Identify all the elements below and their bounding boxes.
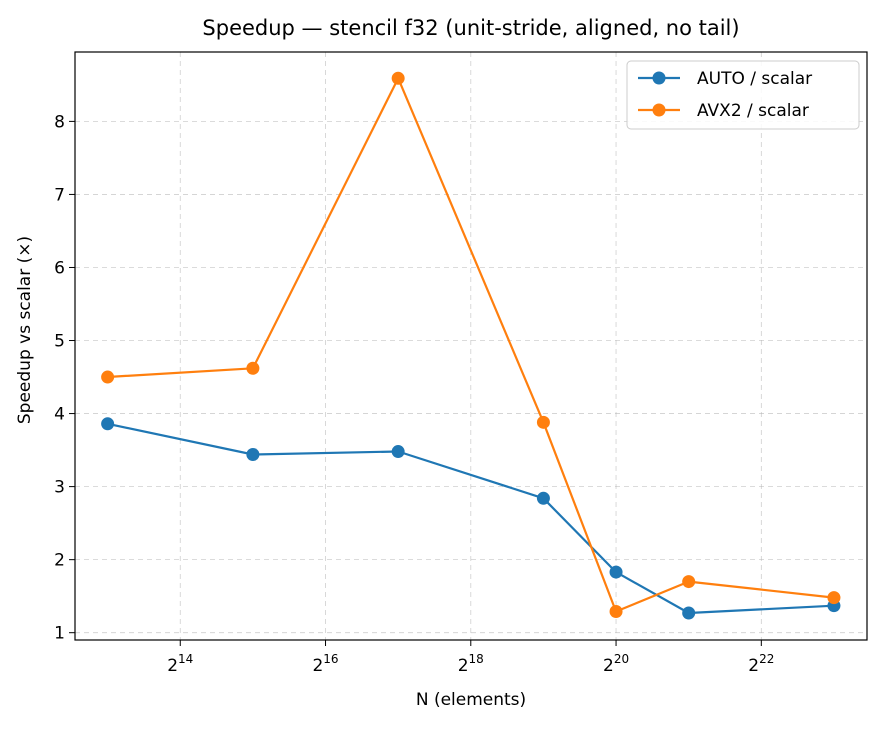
legend: AUTO / scalar AVX2 / scalar (626, 60, 860, 130)
chart-title: Speedup — stencil f32 (unit-stride, alig… (202, 16, 739, 40)
data-point (246, 447, 260, 461)
x-tick-label: 214 (167, 652, 193, 676)
data-point (391, 445, 405, 459)
data-point (827, 591, 841, 605)
legend-marker (652, 71, 666, 85)
data-point (246, 361, 260, 375)
data-point (101, 417, 115, 431)
series-layer (101, 71, 841, 620)
y-tick-label: 3 (54, 478, 65, 498)
legend-marker (652, 103, 666, 117)
data-point (609, 565, 623, 579)
data-point (682, 575, 696, 589)
x-tick-label: 216 (312, 652, 338, 676)
x-tick-label-base: 2 (167, 656, 178, 676)
y-tick-label: 5 (54, 332, 65, 352)
x-tick-label: 218 (458, 652, 484, 676)
y-axis-label: Speedup vs scalar (×) (15, 236, 35, 424)
x-tick-label-base: 2 (748, 656, 759, 676)
x-tick-label-base: 2 (312, 656, 323, 676)
x-tick-label-exponent: 18 (469, 652, 484, 666)
y-tick-label: 4 (54, 405, 65, 425)
y-tick-label: 1 (54, 624, 65, 644)
data-point (101, 370, 115, 384)
x-tick-label-exponent: 22 (759, 652, 774, 666)
data-point (391, 71, 405, 85)
x-tick-label: 220 (603, 652, 629, 676)
data-point (682, 606, 696, 620)
data-point (536, 491, 550, 505)
x-tick-label-exponent: 20 (614, 652, 629, 666)
data-point (609, 605, 623, 619)
legend-entry: AVX2 / scalar (638, 101, 809, 121)
x-axis-label: N (elements) (416, 690, 526, 710)
y-tick-label: 6 (54, 258, 65, 278)
x-tick-label-base: 2 (458, 656, 469, 676)
y-tick-label: 2 (54, 551, 65, 571)
legend-entry: AUTO / scalar (638, 69, 812, 89)
data-point (536, 415, 550, 429)
legend-box (626, 60, 860, 130)
series-1 (101, 71, 841, 619)
legend-label: AVX2 / scalar (697, 101, 809, 121)
x-tick-label: 222 (748, 652, 774, 676)
y-tick-label: 8 (54, 112, 65, 132)
x-tick-label-exponent: 14 (178, 652, 193, 666)
x-tick-label-exponent: 16 (323, 652, 338, 666)
x-tick-label-base: 2 (603, 656, 614, 676)
y-tick-label: 7 (54, 185, 65, 205)
legend-label: AUTO / scalar (697, 69, 812, 89)
